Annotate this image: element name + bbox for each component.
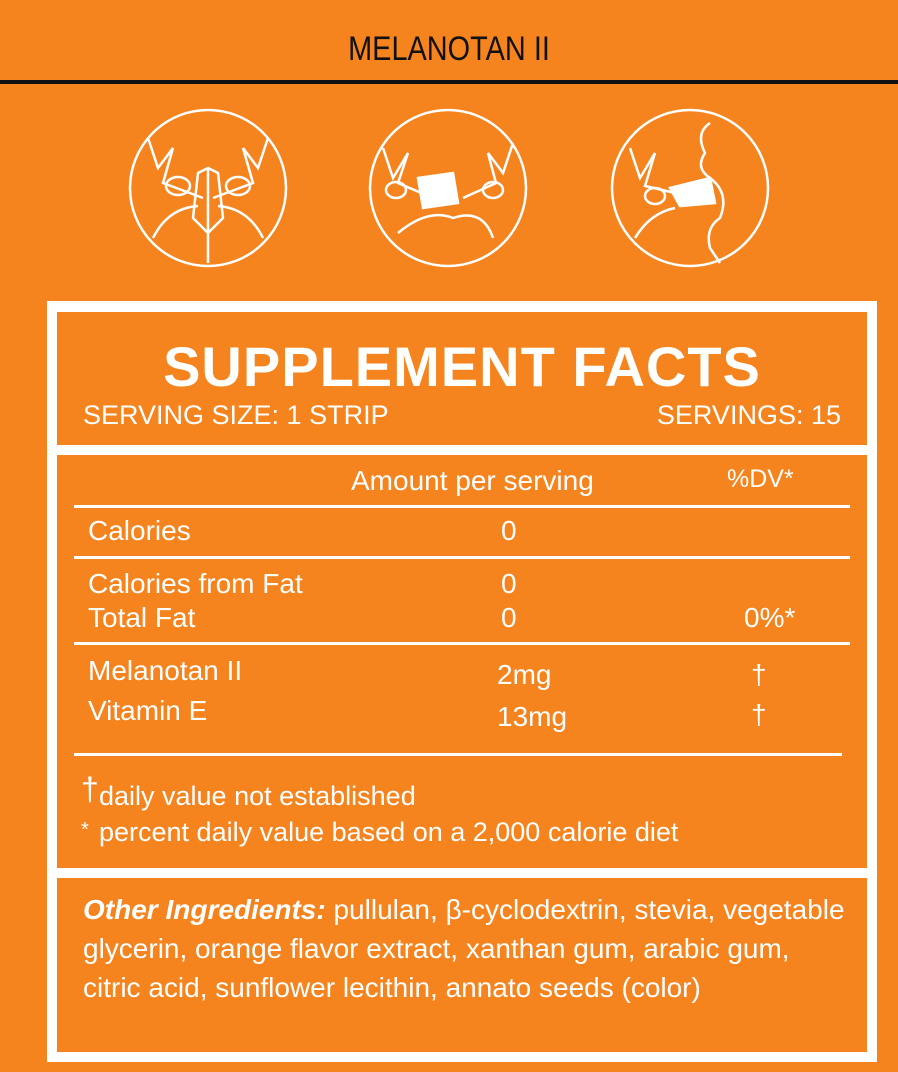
divider: [74, 505, 850, 508]
row-amount: 13mg: [497, 701, 568, 732]
row-dv: †: [751, 699, 767, 730]
servings: SERVINGS: 15: [656, 400, 841, 430]
serving-size: SERVING SIZE: 1 STRIP: [83, 400, 389, 430]
facts-header: SUPPLEMENT FACTS SERVING SIZE: 1 STRIP S…: [57, 312, 867, 445]
row-amount: 0: [501, 602, 517, 633]
row-amount: 2mg: [497, 659, 552, 690]
header-bar: MELANOTAN II: [0, 0, 898, 84]
row-name: Vitamin E: [88, 695, 208, 726]
nutrition-table: Amount per serving %DV* Calories 0 Calor…: [57, 455, 867, 868]
divider: [74, 753, 842, 756]
apply-strip-step-1-icon: [128, 108, 288, 268]
dagger-symbol: †: [81, 771, 99, 807]
footnote-star: percent daily value based on a 2,000 cal…: [99, 817, 679, 847]
supplement-facts-panel: SUPPLEMENT FACTS SERVING SIZE: 1 STRIP S…: [47, 301, 877, 1062]
apply-strip-step-2-icon: [368, 108, 528, 268]
row-name: Melanotan II: [88, 655, 243, 686]
row-name: Calories from Fat: [88, 568, 303, 599]
row-amount: 0: [501, 515, 517, 546]
apply-strip-step-3-icon: [610, 108, 770, 268]
column-header-amount: Amount per serving: [351, 465, 594, 496]
product-title: MELANOTAN II: [348, 30, 550, 68]
star-symbol: *: [81, 819, 89, 841]
row-name: Total Fat: [88, 602, 196, 633]
other-ingredients: Other Ingredients: pullulan, β-cyclodext…: [57, 878, 867, 1052]
row-dv: †: [751, 659, 767, 690]
divider: [74, 556, 850, 559]
column-header-dv: %DV*: [727, 465, 794, 493]
row-amount: 0: [501, 568, 517, 599]
ingredients-label: Other Ingredients:: [83, 894, 326, 925]
divider: [74, 642, 850, 645]
row-dv: 0%*: [744, 602, 796, 633]
row-name: Calories: [88, 515, 191, 546]
instruction-icons: [0, 108, 898, 268]
footnote-dagger: daily value not established: [99, 781, 416, 811]
facts-heading: SUPPLEMENT FACTS: [163, 335, 761, 398]
ingredients-list: pullulan, β-cyclodextrin, stevia, vegeta…: [83, 894, 845, 1003]
